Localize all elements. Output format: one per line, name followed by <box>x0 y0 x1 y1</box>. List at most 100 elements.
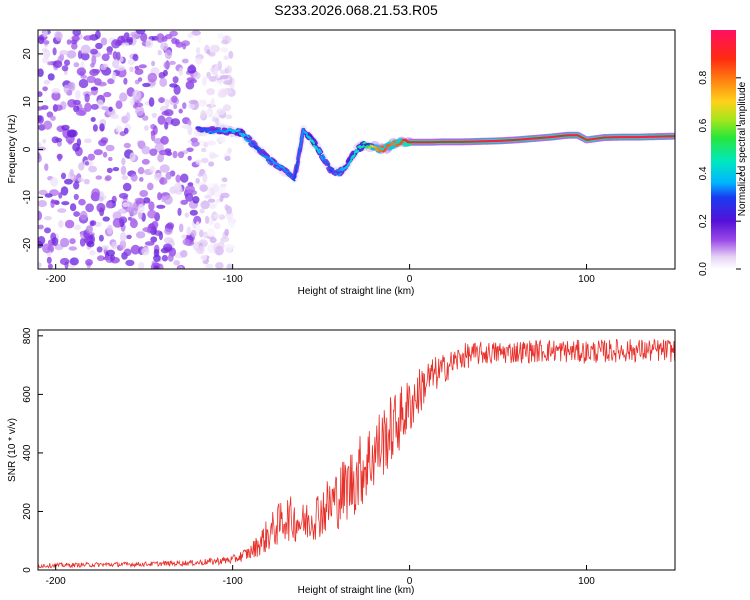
spectrogram-noise-blob <box>61 201 70 206</box>
spectrogram-noise-blob <box>160 42 169 51</box>
spectrogram-ridge-segment <box>264 152 270 159</box>
spectrogram-noise-blob <box>87 153 96 161</box>
spectrogram-noise-blob <box>173 104 178 110</box>
spectrogram-noise-blob <box>215 245 224 256</box>
spectrogram-noise-blob <box>141 145 151 155</box>
spectrogram-noise-blob <box>57 153 62 162</box>
spectrogram-noise-blob <box>167 253 174 262</box>
spectrogram-noise-blob <box>135 30 146 35</box>
spectrogram-y-tick-label: -10 <box>22 190 33 205</box>
spectrogram-noise-blob <box>213 222 221 230</box>
spectrogram-noise-blob <box>43 79 51 85</box>
spectrogram-noise-blob <box>175 174 181 183</box>
spectrogram-noise-blob <box>52 47 57 56</box>
spectrogram-noise-blob <box>92 124 98 132</box>
spectrogram-noise-blob <box>78 162 85 171</box>
spectrogram-noise-blob <box>38 142 42 147</box>
spectrogram-noise-blob <box>157 153 165 163</box>
spectrogram-noise-blob <box>170 118 181 127</box>
spectrogram-marks <box>38 30 675 269</box>
spectrogram-ridge-segment <box>358 147 364 152</box>
spectrogram-noise-blob <box>119 208 125 214</box>
spectrogram-noise-blob <box>120 165 127 176</box>
colorbar-tick-label: 0.6 <box>698 118 709 132</box>
spectrogram-noise-blob <box>92 69 101 74</box>
spectrogram-noise-blob <box>143 197 151 204</box>
spectrogram-noise-blob <box>119 92 128 102</box>
spectrogram-noise-blob <box>123 142 131 149</box>
spectrogram-noise-blob <box>197 172 203 177</box>
spectrogram-noise-blob <box>112 211 122 221</box>
snr-x-tick-label: -200 <box>46 576 66 587</box>
spectrogram-noise-blob <box>149 148 158 156</box>
spectrogram-noise-blob <box>200 157 209 164</box>
spectrogram-noise-blob <box>157 115 166 125</box>
spectrogram-noise-blob <box>195 159 201 165</box>
spectrogram-noise-blob <box>180 250 188 258</box>
spectrogram-noise-blob <box>102 151 108 158</box>
spectrogram-noise-blob <box>83 178 90 185</box>
spectrogram-noise-blob <box>172 150 178 159</box>
spectrogram-noise-blob <box>159 177 168 185</box>
spectrogram-noise-blob <box>118 216 128 224</box>
spectrogram-noise-blob <box>178 67 184 76</box>
spectrogram-noise-blob <box>137 203 145 214</box>
spectrogram-noise-blob <box>166 222 175 230</box>
spectrogram-noise-blob <box>200 200 210 210</box>
spectrogram-noise-blob <box>44 193 53 198</box>
spectrogram-noise-blob <box>71 42 78 50</box>
spectrogram-noise-blob <box>128 216 132 221</box>
spectrogram-ridge-segment <box>375 148 379 152</box>
spectrogram-noise-blob <box>160 135 169 145</box>
spectrogram-noise-blob <box>153 265 160 269</box>
spectrogram-noise-blob <box>147 209 157 219</box>
colorbar-tick-label: 0.8 <box>698 70 709 84</box>
spectrogram-noise-blob <box>212 185 220 192</box>
spectrogram-noise-blob <box>83 35 93 41</box>
spectrogram-noise-blob <box>159 77 168 87</box>
spectrogram-noise-blob <box>134 197 145 203</box>
spectrogram-noise-blob <box>134 102 144 108</box>
spectrogram-noise-blob <box>187 119 192 127</box>
spectrogram-noise-blob <box>193 71 201 80</box>
spectrogram-noise-blob <box>99 123 105 132</box>
spectrogram-ridge-segment <box>389 144 396 150</box>
spectrogram-noise-blob <box>41 47 48 53</box>
spectrogram-noise-blob <box>106 51 113 56</box>
spectrogram-noise-blob <box>221 39 229 45</box>
spectrogram-y-tick-label: 10 <box>22 96 33 108</box>
spectrogram-ridge-segment <box>256 148 261 153</box>
spectrogram-noise-blob <box>210 44 220 53</box>
spectrogram-noise-blob <box>172 76 179 84</box>
spectrogram-noise-blob <box>169 83 178 88</box>
spectrogram-noise-blob <box>75 109 86 116</box>
spectrogram-noise-blob <box>147 72 158 83</box>
spectrogram-noise-blob <box>210 98 215 108</box>
spectrogram-noise-blob <box>178 108 183 114</box>
spectrogram-noise-blob <box>164 34 173 40</box>
spectrogram-ridge-segment <box>297 146 301 159</box>
spectrogram-noise-blob <box>181 124 191 129</box>
spectrogram-noise-blob <box>158 72 166 79</box>
spectrogram-ridge-segment <box>247 139 252 144</box>
spectrogram-y-tick-label: 0 <box>22 146 33 152</box>
spectrogram-noise-blob <box>129 152 136 162</box>
spectrogram-ridge-segment <box>339 166 344 171</box>
spectrogram-ridge-segment <box>275 165 280 170</box>
spectrogram-noise-blob <box>195 57 203 65</box>
spectrogram-noise-blob <box>130 173 138 182</box>
spectrogram-noise-blob <box>173 260 181 266</box>
spectrogram-noise-blob <box>130 244 141 255</box>
spectrogram-noise-blob <box>101 53 110 62</box>
spectrogram-noise-blob <box>47 73 55 81</box>
snr-y-tick-label: 600 <box>22 386 33 403</box>
spectrogram-noise-blob <box>130 97 135 106</box>
spectrogram-noise-blob <box>191 30 202 36</box>
spectrogram-ridge-segment <box>378 149 383 153</box>
spectrogram-ridge-segment <box>362 141 367 145</box>
spectrogram-noise-blob <box>61 124 70 131</box>
colorbar-tick-label: 0.4 <box>698 166 709 180</box>
spectrogram-noise-blob <box>182 42 187 50</box>
spectrogram-noise-blob <box>111 39 121 49</box>
